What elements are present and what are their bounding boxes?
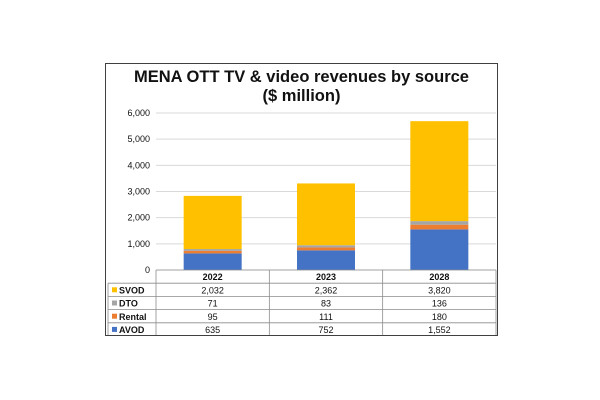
y-tick-label: 1,000 [127,239,150,249]
bar-avod-2023 [297,250,355,270]
legend-label-avod: AVOD [119,325,145,335]
y-tick-label: 0 [145,265,150,275]
chart-plot: 0 1,000 2,000 3,000 4,000 5,000 6,000 2022 2023 2… [107,108,497,335]
data-label-svod: 2,362 [315,285,338,295]
bar-avod-2022 [183,253,242,270]
bar-rental-2022 [183,250,242,254]
data-label-rental: 180 [432,312,447,322]
data-label-rental: 95 [208,312,218,322]
legend-key-avod [112,326,117,332]
legend-label-rental: Rental [119,312,147,322]
legend-key-svod [112,287,117,293]
chart-title: MENA OTT TV & video revenues by source (… [106,68,497,106]
y-tick-label: 2,000 [127,213,150,223]
bar-rental-2023 [297,247,355,251]
bar-svod-2022 [183,195,242,250]
y-tick-label: 3,000 [127,187,150,197]
bar-svod-2028 [410,121,469,222]
y-tick-label: 6,000 [127,108,150,118]
x-tick-label: 2023 [316,272,336,282]
y-tick-label: 5,000 [127,134,150,144]
x-tick-label: 2022 [203,272,223,282]
chart-title-sub: ($ million) [262,87,341,105]
legend-key-rental [112,313,117,319]
bar-dto-2023 [297,245,355,248]
data-label-dto: 83 [321,299,331,309]
y-tick-label: 4,000 [127,160,150,170]
chart-frame: MENA OTT TV & video revenues by source (… [105,63,498,336]
legend-key-dto [112,300,117,306]
data-label-rental: 111 [319,312,333,322]
data-label-dto: 71 [208,299,218,309]
bar-rental-2028 [410,224,469,230]
bar-avod-2028 [410,229,469,270]
legend-label-svod: SVOD [119,285,145,295]
data-label-avod: 1,552 [428,325,451,335]
legend-label-dto: DTO [119,299,138,309]
data-label-svod: 2,032 [201,285,224,295]
data-label-svod: 3,820 [428,285,451,295]
data-label-avod: 752 [318,325,333,335]
bar-dto-2028 [410,221,469,225]
bar-dto-2022 [183,249,242,251]
x-tick-label: 2028 [429,272,449,282]
chart-title-main: MENA OTT TV & video revenues by source [134,68,469,86]
data-label-avod: 635 [205,325,220,335]
bar-svod-2023 [297,183,355,246]
data-label-dto: 136 [432,299,447,309]
